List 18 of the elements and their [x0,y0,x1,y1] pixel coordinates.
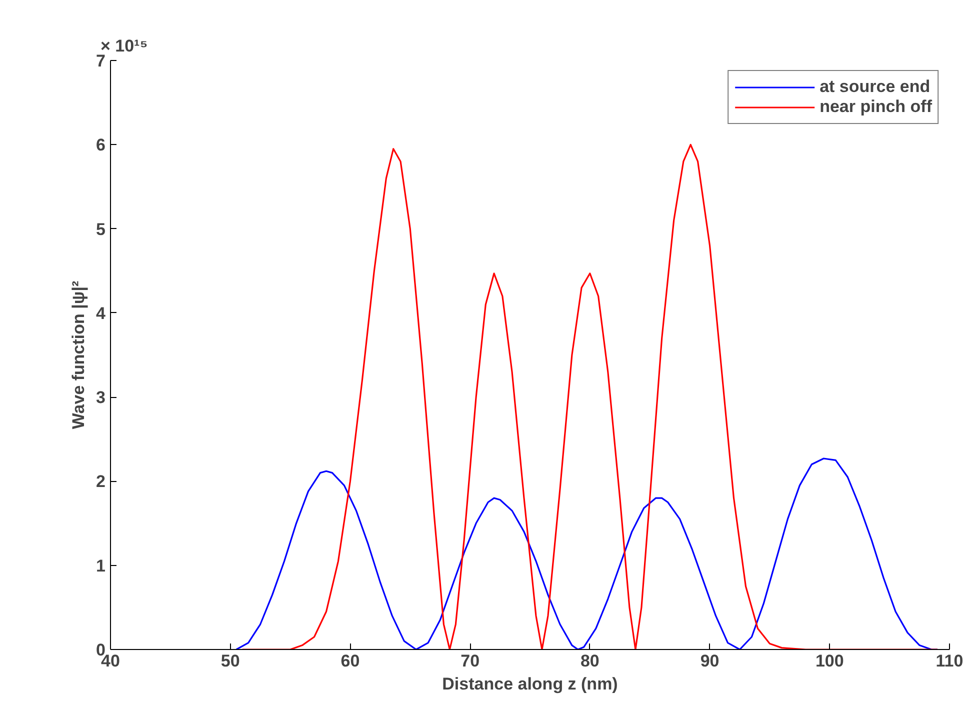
y-tick-label: 3 [96,388,106,408]
line-series [242,144,938,650]
y-tick-label: 1 [96,556,106,576]
y-tick-label: 2 [96,472,106,492]
y-tick-label: 5 [96,220,106,239]
x-axis-title: Distance along z (nm) [442,674,618,694]
x-tick-label: 90 [700,652,720,670]
x-tick-label: 80 [580,652,600,670]
legend-label: near pinch off [820,97,932,117]
x-tick-label: 50 [220,652,240,670]
y-tick-label: 4 [96,304,106,323]
y-axis-title: Wave function |ψ|² [69,280,88,430]
x-tick-label: 70 [460,652,480,670]
y-tick-label: 6 [96,136,106,155]
x-tick-label: 110 [936,652,964,670]
x-tick-label: 100 [815,652,844,670]
legend-label: at source end [820,77,930,97]
x-tick-label: 60 [340,652,360,670]
